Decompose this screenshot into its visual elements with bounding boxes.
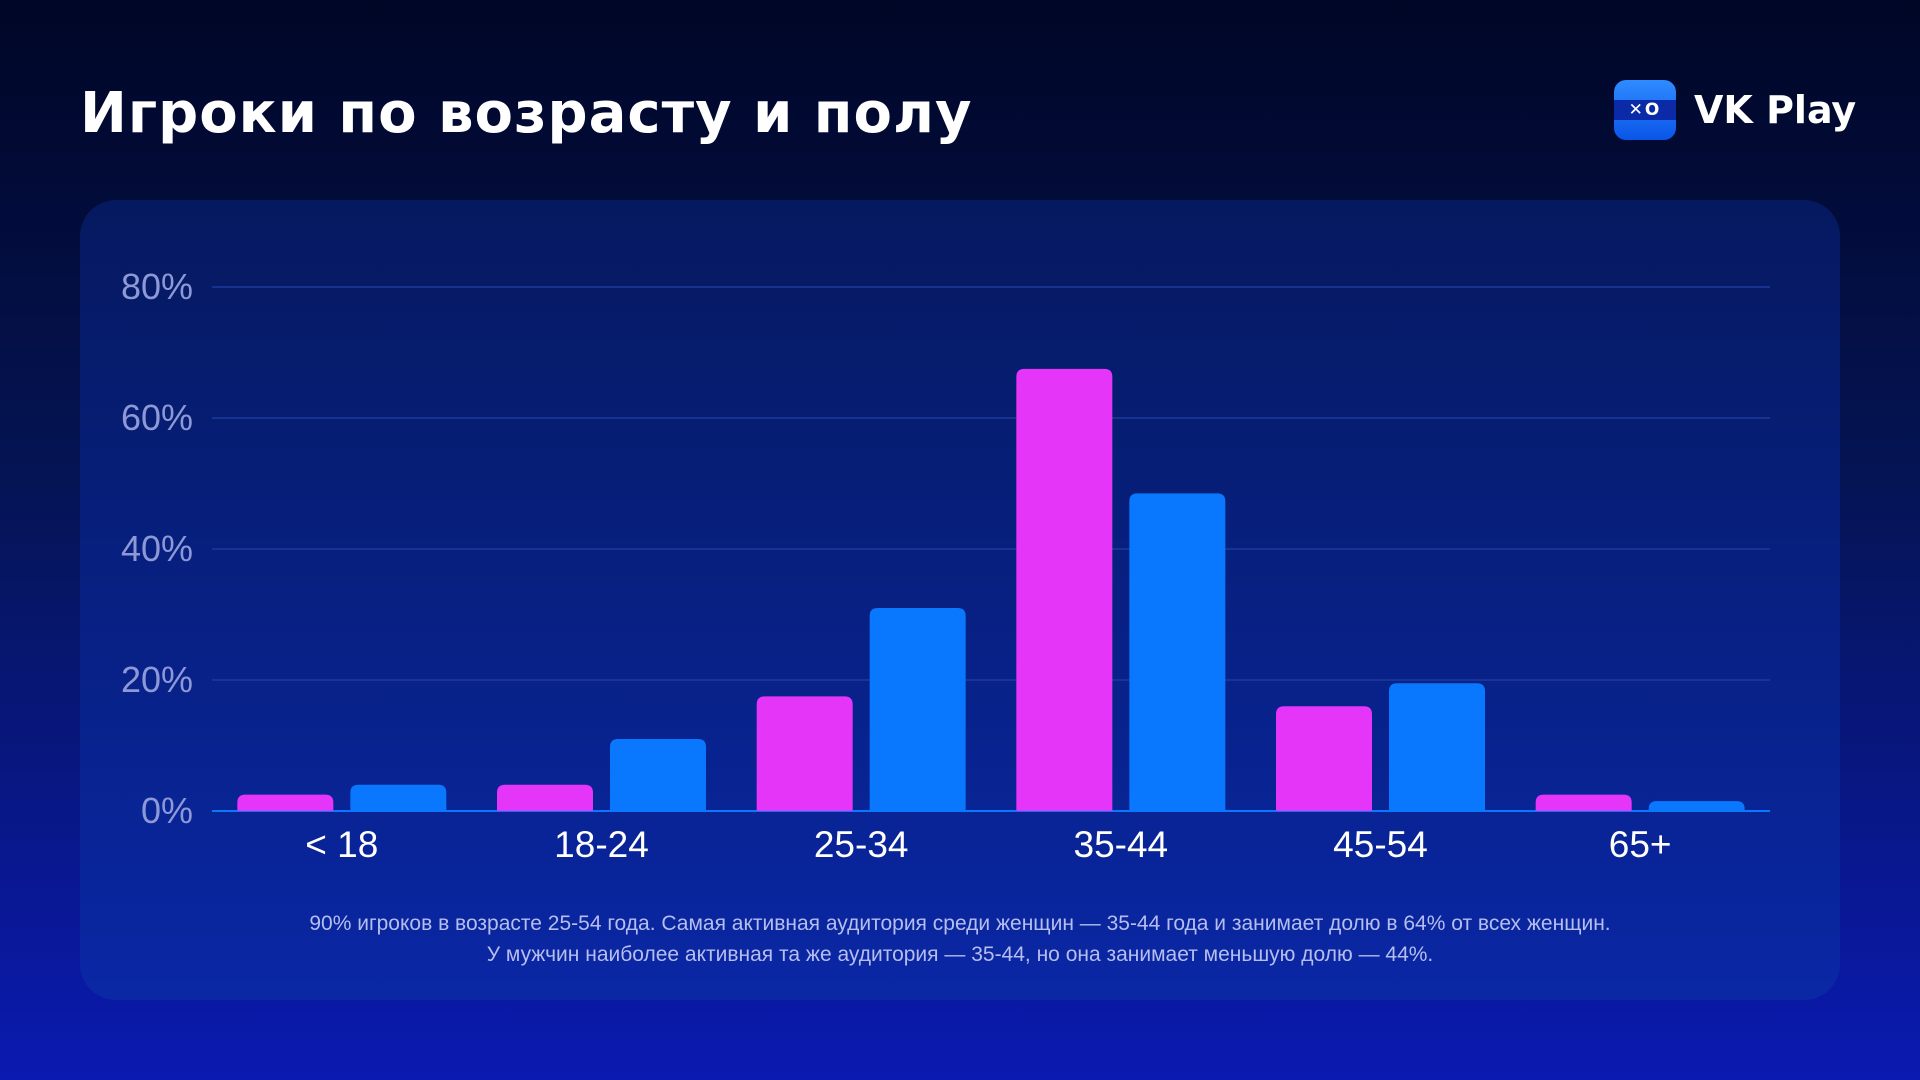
page-title: Игроки по возрасту и полу [80, 81, 973, 146]
chart-card: 0% 20% 40% 60% 80% < 18 18-24 25-34 35-44 45-54 65… [80, 200, 1840, 1000]
footnote-line-1: 90% игроков в возрасте 25-54 года. Самая… [309, 912, 1611, 935]
x-category-label: 65+ [1609, 824, 1672, 865]
bar-female [1535, 794, 1632, 811]
x-category-label: 25-34 [814, 824, 909, 865]
vk-play-logo-icon: ✕O [1614, 80, 1676, 140]
x-category-label: 45-54 [1333, 824, 1428, 865]
bar-female [756, 696, 853, 811]
y-tick-label: 20% [121, 659, 193, 700]
bar-male [1389, 683, 1485, 811]
y-tick-label: 60% [121, 397, 193, 438]
brand-logo-glyph: ✕O [1628, 100, 1662, 120]
x-category-label: 18-24 [554, 824, 649, 865]
bar-male [1129, 493, 1226, 811]
bar-male [610, 738, 706, 811]
y-tick-label: 0% [141, 790, 193, 831]
x-category-label: < 18 [305, 824, 378, 865]
chart-footnote: 90% игроков в возрасте 25-54 года. Самая… [80, 908, 1840, 970]
bar-female [1016, 368, 1113, 811]
bar-male [350, 784, 447, 811]
bar-female [497, 784, 593, 811]
bar-male [869, 607, 966, 811]
bar-female [237, 794, 334, 811]
bar-chart: 0% 20% 40% 60% 80% < 18 18-24 25-34 35-44 45-54 65… [121, 266, 1770, 865]
brand-name: VK Play [1694, 88, 1857, 132]
bar-female [1276, 706, 1372, 811]
footnote-line-2: У мужчин наиболее активная та же аудитор… [486, 943, 1434, 966]
bar-male [1648, 801, 1745, 811]
brand: ✕O VK Play [1614, 80, 1856, 140]
x-category-label: 35-44 [1074, 824, 1169, 865]
y-tick-label: 40% [121, 528, 193, 569]
y-tick-label: 80% [121, 266, 193, 307]
